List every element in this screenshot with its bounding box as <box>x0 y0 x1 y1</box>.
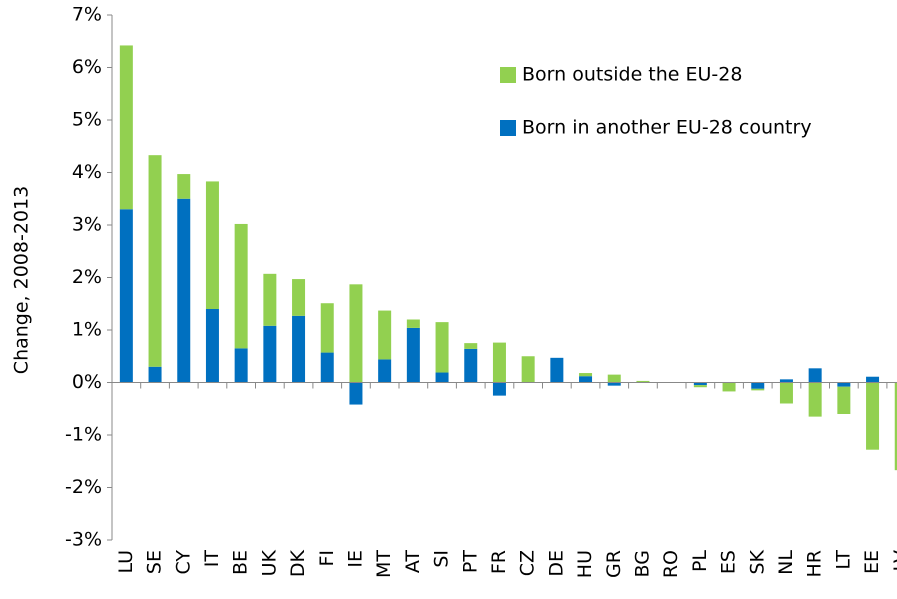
x-tick-label: DK <box>287 549 309 577</box>
y-axis-label: Change, 2008-2013 <box>11 186 33 374</box>
bar <box>808 382 822 417</box>
bar <box>693 385 707 388</box>
bar <box>205 309 219 383</box>
legend-label: Born outside the EU-28 <box>522 64 742 86</box>
bar <box>837 386 851 414</box>
bar <box>579 376 593 383</box>
x-tick-label: DE <box>545 550 567 577</box>
legend-swatch <box>500 120 516 136</box>
bar <box>464 343 478 349</box>
x-tick-label: SK <box>746 549 768 574</box>
bar <box>550 357 564 383</box>
y-tick-label: -1% <box>65 424 102 446</box>
x-tick-label: PL <box>689 550 711 572</box>
y-tick-label: 4% <box>72 161 102 183</box>
bar <box>234 348 248 383</box>
y-tick-label: -3% <box>65 529 102 551</box>
bar <box>866 382 880 450</box>
bar <box>177 198 191 383</box>
x-tick-label: HU <box>574 550 596 578</box>
bar <box>119 209 133 383</box>
x-tick-label: HR <box>804 550 826 578</box>
bar <box>406 319 420 328</box>
bar <box>148 366 162 383</box>
bar <box>320 352 334 383</box>
y-tick-label: 6% <box>72 56 102 78</box>
bar <box>521 356 535 383</box>
y-tick-label: 7% <box>72 4 102 26</box>
bar <box>607 374 621 383</box>
x-tick-label: ES <box>718 550 740 574</box>
bar <box>349 284 363 383</box>
x-tick-label: CY <box>172 550 194 575</box>
x-tick-label: UK <box>258 549 280 576</box>
bar <box>866 376 880 383</box>
bar <box>148 155 162 367</box>
x-tick-label: FI <box>316 550 338 567</box>
bar <box>492 382 506 396</box>
bar <box>435 372 449 383</box>
x-tick-label: RO <box>660 550 682 578</box>
bar <box>292 315 306 383</box>
bar <box>349 382 363 405</box>
x-tick-label: IE <box>344 550 366 568</box>
x-tick-label: PT <box>459 550 481 573</box>
bar <box>636 380 650 383</box>
bar <box>205 181 219 309</box>
bar <box>320 303 334 353</box>
x-tick-label: LU <box>115 550 137 574</box>
bar <box>464 348 478 383</box>
bar <box>837 382 851 387</box>
y-tick-label: 0% <box>72 371 102 393</box>
x-tick-label: AT <box>402 550 424 574</box>
bar <box>779 382 793 404</box>
bar <box>579 373 593 377</box>
legend-swatch <box>500 67 516 83</box>
x-tick-label: LT <box>832 550 854 570</box>
bar <box>263 325 277 383</box>
x-tick-label: SI <box>431 550 453 568</box>
bar <box>119 45 133 210</box>
bar <box>177 174 191 199</box>
y-tick-label: 3% <box>72 214 102 236</box>
bar <box>378 310 392 360</box>
bar <box>751 382 765 389</box>
x-tick-label: EE <box>861 550 883 574</box>
bar <box>808 368 822 383</box>
x-tick-label: BE <box>230 550 252 575</box>
bar <box>406 327 420 383</box>
bar <box>607 382 621 386</box>
x-tick-label: IT <box>201 550 223 568</box>
x-tick-label: GR <box>603 550 625 578</box>
y-tick-label: 5% <box>72 109 102 131</box>
y-tick-label: 1% <box>72 319 102 341</box>
x-tick-label: FR <box>488 550 510 574</box>
y-tick-label: -2% <box>65 476 102 498</box>
bar <box>263 273 277 326</box>
bar <box>492 342 506 383</box>
bar <box>751 388 765 391</box>
bar <box>378 359 392 383</box>
x-tick-label: MT <box>373 550 395 578</box>
bar <box>722 382 736 392</box>
y-tick-label: 2% <box>72 266 102 288</box>
bar <box>292 279 306 316</box>
legend-label: Born in another EU-28 country <box>522 117 812 139</box>
bar <box>693 382 707 386</box>
bar <box>894 382 897 471</box>
x-tick-label: LV <box>890 550 897 572</box>
bar <box>234 223 248 349</box>
x-tick-label: BG <box>631 550 653 577</box>
bar <box>779 379 793 383</box>
x-tick-label: CZ <box>517 550 539 576</box>
bar <box>435 322 449 373</box>
x-tick-label: NL <box>775 550 797 575</box>
x-tick-label: SE <box>144 550 166 574</box>
